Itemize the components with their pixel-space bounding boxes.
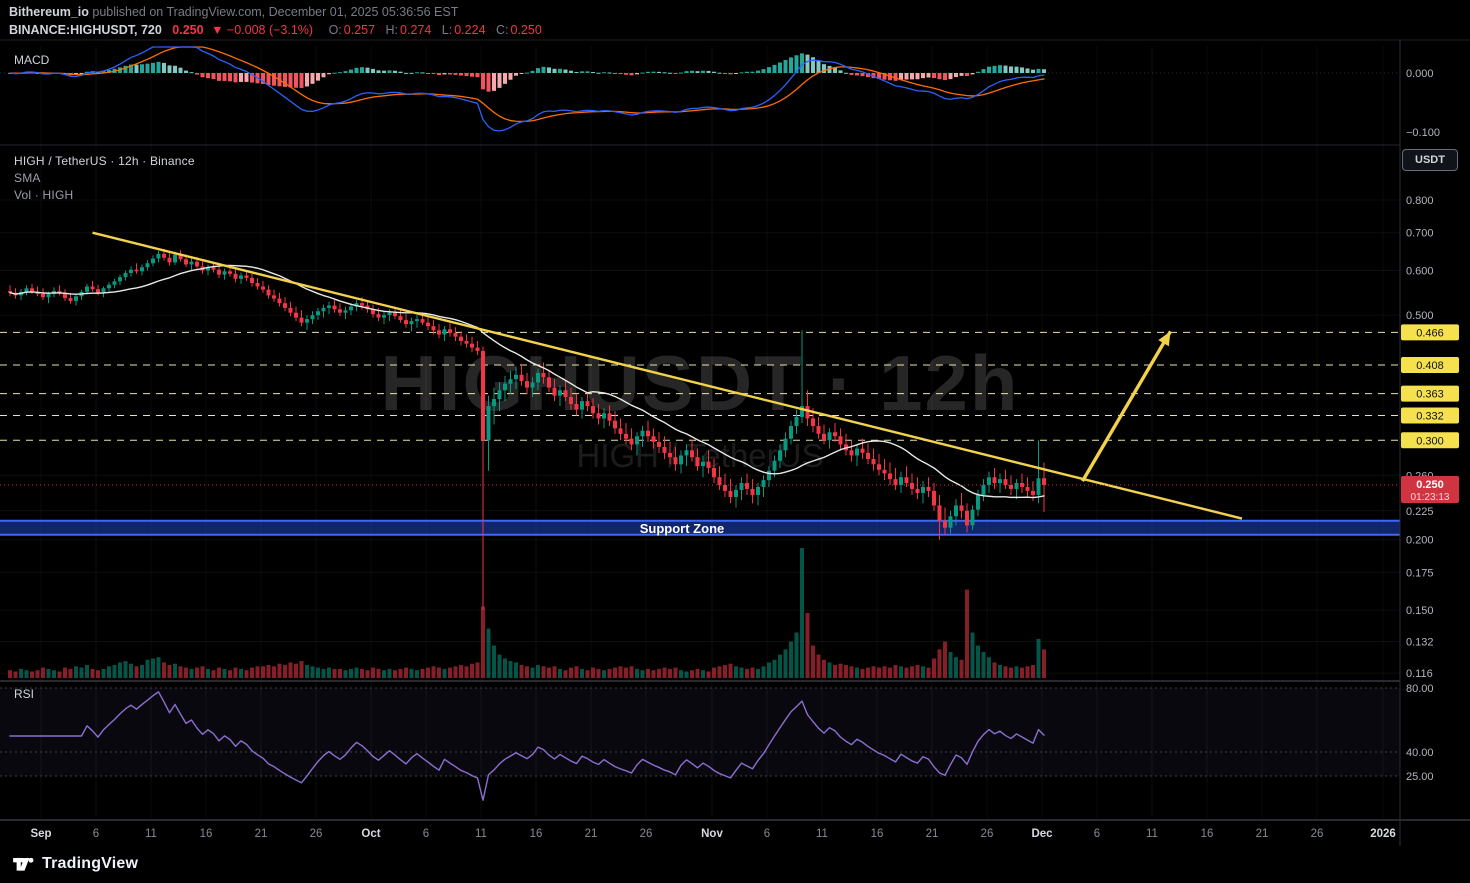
high-label: H: [385,23,399,37]
svg-text:6: 6 [423,828,429,840]
svg-text:0.132: 0.132 [1406,636,1434,648]
symbol-info-row: BINANCE:HIGHUSDT, 720 0.250 ▼ −0.008 (−3… [9,23,542,37]
svg-text:0.700: 0.700 [1406,228,1434,240]
currency-toggle-button[interactable]: USDT [1402,149,1458,171]
tradingview-brand[interactable]: TradingView [42,855,139,872]
published-text: published on TradingView.com, December 0… [88,5,459,19]
svg-text:11: 11 [145,828,157,840]
resistance-levels [0,331,1400,441]
svg-text:0.500: 0.500 [1406,310,1434,322]
svg-text:6: 6 [764,828,770,840]
svg-text:26: 26 [640,828,653,840]
rsi-pane-title[interactable]: RSI [14,687,35,701]
rsi-pane [0,687,1400,777]
svg-text:21: 21 [585,828,598,840]
svg-text:11: 11 [1146,828,1158,840]
low-label: L: [441,23,453,37]
svg-text:16: 16 [200,828,213,840]
price-change: ▼ −0.008 (−3.1%) [211,23,314,37]
macd-line [9,46,1045,132]
svg-text:Nov: Nov [701,828,723,840]
svg-text:−0.100: −0.100 [1406,127,1440,139]
open-label: O: [328,23,342,37]
main-legend-symbol[interactable]: HIGH / TetherUS · 12h · Binance [14,154,195,168]
support-zone-band [0,519,1400,536]
svg-text:01:23:13: 01:23:13 [1411,492,1450,503]
last-price: 0.250 [172,23,204,37]
svg-text:Dec: Dec [1031,828,1053,840]
svg-text:16: 16 [1201,828,1214,840]
support-zone-label: Support Zone [639,521,725,536]
pane-separators [0,39,1470,846]
svg-text:26: 26 [310,828,323,840]
svg-text:40.00: 40.00 [1406,747,1434,759]
svg-text:0.466: 0.466 [1416,327,1444,339]
svg-text:2026: 2026 [1370,828,1396,840]
svg-text:25.00: 25.00 [1406,771,1434,783]
symbol-title: BINANCE:HIGHUSDT, 720 [9,23,162,37]
svg-text:11: 11 [475,828,487,840]
high-value: 0.274 [400,23,432,37]
svg-text:16: 16 [871,828,884,840]
svg-text:16: 16 [530,828,543,840]
publish-info: Bithereum_io published on TradingView.co… [9,5,458,19]
watermark-subtitle: HIGH / TetherUS [576,437,824,474]
svg-text:11: 11 [816,828,828,840]
sma-line [9,264,1045,499]
footer: TradingView [12,853,138,875]
candles [8,248,1046,611]
volume-bars [8,548,1046,678]
svg-text:0.175: 0.175 [1406,567,1434,579]
svg-text:Sep: Sep [30,828,51,840]
svg-text:0.225: 0.225 [1406,506,1434,518]
svg-text:6: 6 [1094,828,1100,840]
time-axis-labels[interactable]: Sep 6 11 16 21 26 Oct 6 11 16 21 26 Nov 6 11 16 21 26 Dec 6… [30,828,1395,840]
macd-pane-title[interactable]: MACD [14,53,50,67]
breakout-arrow [1081,330,1172,482]
macd-histogram [8,53,1046,92]
grid [0,46,1400,818]
trendline [92,231,1243,520]
price-scale-ticks[interactable]: 0.8000.7000.6000.5000.2600.2250.2000.175… [1406,68,1440,783]
svg-text:0.200: 0.200 [1406,535,1434,547]
rsi-line [9,691,1045,801]
svg-text:0.150: 0.150 [1406,605,1434,617]
svg-text:0.600: 0.600 [1406,265,1434,277]
svg-text:0.116: 0.116 [1406,668,1433,680]
svg-text:0.408: 0.408 [1416,360,1444,372]
author-name: Bithereum_io [9,5,89,19]
macd-signal-line [9,46,1045,123]
svg-text:21: 21 [1256,828,1269,840]
main-legend-volume[interactable]: Vol · HIGH [14,188,74,202]
svg-text:80.00: 80.00 [1406,683,1434,695]
level-price-badges: 0.466 0.408 0.363 0.332 0.300 [1401,324,1459,449]
tradingview-logo-icon[interactable] [12,853,34,875]
close-value: 0.250 [510,23,542,37]
svg-text:26: 26 [1311,828,1324,840]
main-legend-sma[interactable]: SMA [14,171,41,185]
svg-text:21: 21 [926,828,939,840]
svg-text:0.800: 0.800 [1406,195,1434,207]
svg-text:26: 26 [981,828,994,840]
svg-text:0.363: 0.363 [1416,389,1444,401]
svg-text:Oct: Oct [361,828,380,840]
svg-text:6: 6 [93,828,99,840]
open-value: 0.257 [343,23,376,37]
close-label: C: [496,23,509,37]
low-value: 0.224 [454,23,486,37]
svg-text:0.250: 0.250 [1416,479,1444,491]
svg-text:0.300: 0.300 [1416,435,1444,447]
svg-text:21: 21 [255,828,268,840]
svg-text:0.000: 0.000 [1406,68,1434,80]
svg-text:0.332: 0.332 [1416,410,1444,422]
